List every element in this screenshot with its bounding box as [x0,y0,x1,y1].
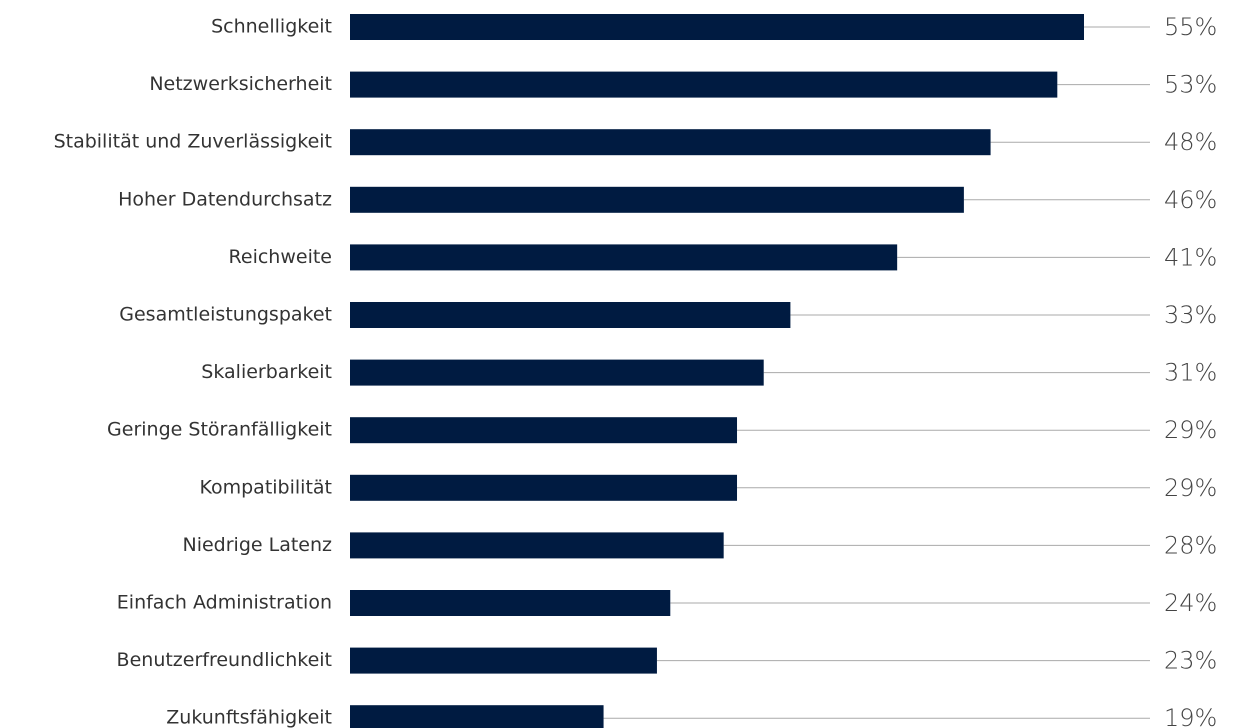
category-label: Einfach Administration [117,592,332,614]
value-label: 46% [1164,186,1217,214]
category-label: Reichweite [229,246,332,268]
category-label: Niedrige Latenz [182,534,332,556]
category-label: Zukunftsfähigkeit [166,707,332,728]
bar [350,532,724,559]
bar [350,14,1084,40]
bar [350,705,604,728]
bar [350,474,738,501]
value-label: 19% [1164,704,1217,728]
category-label: Schnelligkeit [211,16,332,38]
category-label: Kompatibilität [199,476,332,498]
value-label: 33% [1164,301,1217,329]
value-label: 53% [1164,71,1217,99]
category-label: Stabilität und Zuverlässigkeit [54,131,332,153]
value-label: 55% [1164,13,1217,41]
value-label: 24% [1164,589,1217,617]
category-label: Hoher Datendurchsatz [118,188,332,210]
bar [350,244,898,271]
category-label: Geringe Störanfälligkeit [107,419,332,441]
bar [350,590,671,616]
bar [350,417,738,444]
bar [350,186,964,213]
value-label: 48% [1164,128,1217,156]
bar [350,359,764,386]
bar [350,302,791,328]
bar [350,71,1058,98]
value-label: 41% [1164,243,1217,271]
category-label: Skalierbarkeit [201,361,332,383]
value-label: 31% [1164,359,1217,387]
bar [350,647,657,674]
category-label: Netzwerksicherheit [149,73,332,95]
value-label: 29% [1164,416,1217,444]
value-label: 23% [1164,647,1217,675]
value-label: 29% [1164,474,1217,502]
value-label: 28% [1164,531,1217,559]
category-label: Gesamtleistungspaket [119,304,332,326]
bar [350,129,991,156]
category-label: Benutzerfreundlichkeit [117,649,332,671]
